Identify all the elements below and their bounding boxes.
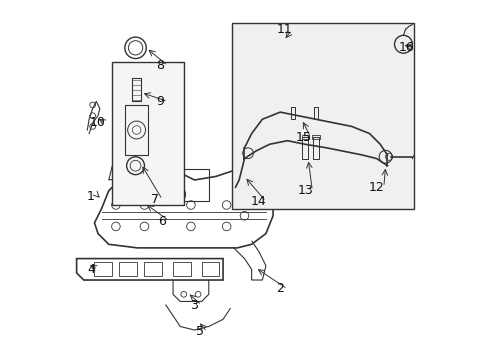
- Bar: [312, 137, 318, 158]
- Bar: [302, 137, 307, 158]
- Text: 5: 5: [196, 325, 203, 338]
- Bar: [173, 262, 190, 276]
- Bar: [124, 105, 148, 155]
- Bar: [144, 262, 162, 276]
- Text: 3: 3: [190, 298, 198, 311]
- Text: 15: 15: [295, 131, 311, 144]
- Text: 9: 9: [156, 95, 164, 108]
- Text: 1: 1: [87, 190, 95, 203]
- Text: 8: 8: [156, 59, 164, 72]
- Text: 7: 7: [151, 193, 159, 206]
- Text: 6: 6: [158, 215, 166, 228]
- Text: 13: 13: [297, 184, 312, 197]
- Text: 14: 14: [250, 195, 266, 208]
- Text: 12: 12: [368, 181, 384, 194]
- Bar: [132, 78, 141, 102]
- Bar: [290, 107, 294, 119]
- Bar: [312, 135, 319, 139]
- Text: 16: 16: [398, 41, 414, 54]
- Bar: [231, 23, 413, 208]
- Bar: [159, 169, 208, 202]
- Bar: [94, 262, 112, 276]
- Bar: [119, 262, 137, 276]
- Bar: [313, 107, 317, 119]
- Bar: [301, 135, 308, 139]
- Text: 2: 2: [276, 283, 284, 296]
- Text: 10: 10: [90, 116, 106, 129]
- Bar: [201, 262, 219, 276]
- Text: 11: 11: [276, 23, 292, 36]
- Bar: [112, 62, 183, 205]
- Text: 4: 4: [87, 263, 95, 276]
